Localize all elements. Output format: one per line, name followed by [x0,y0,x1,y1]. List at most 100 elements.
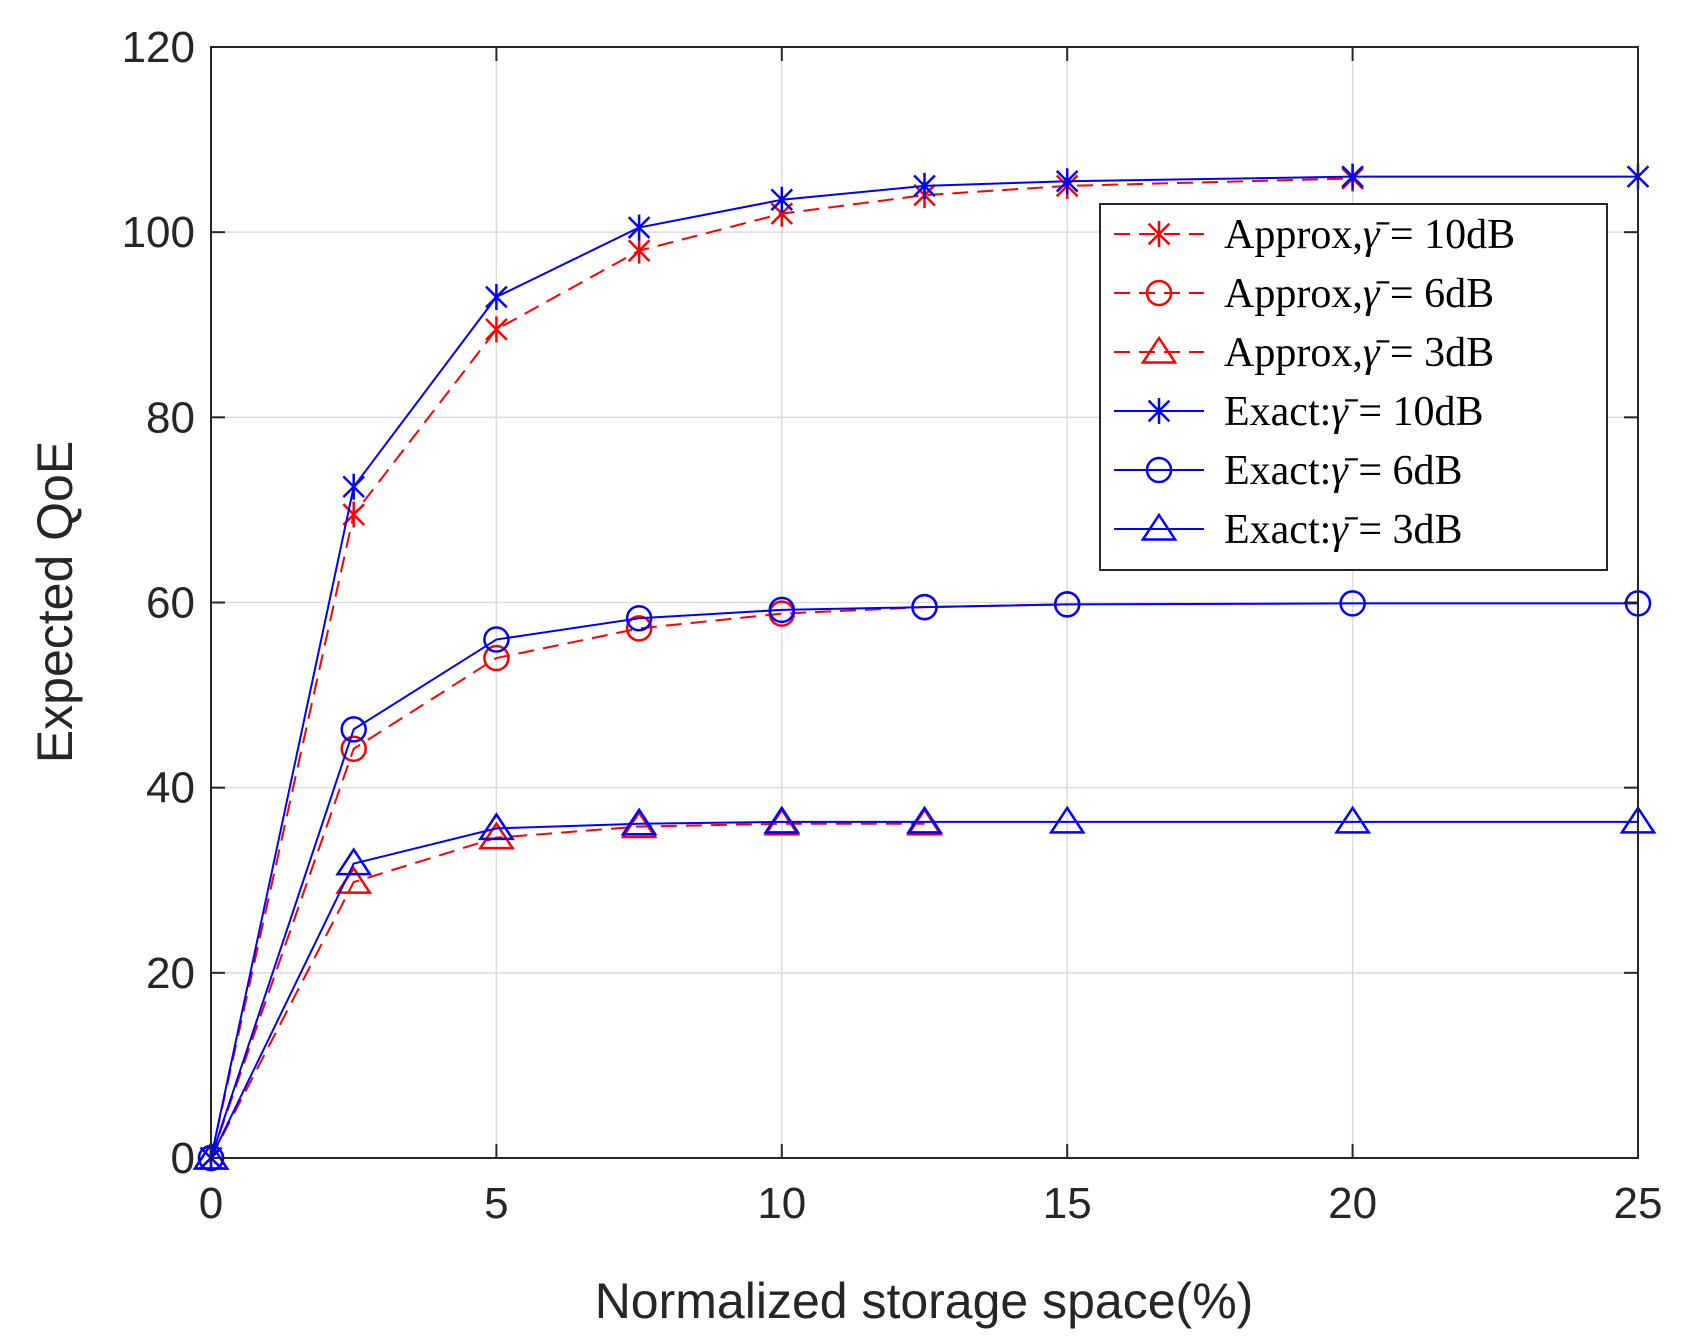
legend-label: Approx,γ̄ = 10dB [1224,212,1515,258]
x-tick-label: 0 [199,1179,223,1228]
data-point [625,604,653,632]
legend-marker [1140,512,1178,541]
legend-label: Exact:γ̄ = 6dB [1224,448,1463,494]
marker-triangle [477,812,515,841]
marker-triangle [1048,805,1086,834]
data-point [906,805,943,834]
data-point [477,821,515,850]
marker-circle [340,716,367,743]
data-point [770,186,794,213]
data-point [477,812,515,841]
data-point [625,615,653,642]
x-tick-label: 20 [1328,1179,1377,1228]
marker-stroke [627,239,651,262]
legend-label-prefix: Approx, [1224,212,1363,258]
marker-stroke [1147,222,1171,246]
marker-stroke [627,216,651,239]
legend-label-suffix: = 10dB [1348,389,1484,435]
legend-label-prefix: Approx, [1224,330,1363,376]
y-tick-label: 40 [146,764,195,813]
marker-triangle [620,807,658,836]
marker-triangle [1140,335,1178,364]
legend-label-prefix: Exact: [1224,448,1331,494]
data-point [911,593,938,621]
series-line [210,177,1353,1159]
data-point [1055,168,1079,195]
legend-label-suffix: = 3dB [1348,507,1463,553]
data-point [483,626,510,653]
marker-triangle [906,805,943,834]
y-tick-label: 60 [146,579,195,628]
data-point [627,214,651,241]
legend-marker [1145,456,1173,484]
data-point [620,807,658,836]
marker-triangle [335,847,373,876]
marker-circle [911,593,938,621]
legend-box [1099,203,1608,571]
data-point [485,283,508,310]
marker-circle [1053,591,1081,618]
legend-marker [1147,221,1171,247]
legend-label-prefix: Exact: [1224,389,1331,435]
data-point [335,847,373,876]
legend-label-prefix: Exact: [1224,507,1331,553]
marker-circle [625,615,653,642]
marker-triangle [477,821,515,850]
legend-label-suffix: = 3dB [1379,330,1494,376]
marker-circle [625,604,653,632]
marker-circle [340,735,367,763]
data-point [763,805,801,834]
marker-stroke [770,188,794,212]
y-tick-label: 20 [146,949,195,998]
legend-label-suffix: = 6dB [1379,271,1494,317]
legend-label-suffix: = 6dB [1348,448,1463,494]
data-point [1048,805,1086,834]
legend: Approx,γ̄ = 10dB Approx,γ̄ = 6dB Approx,γ̄… [1099,203,1608,571]
marker-circle [1145,456,1173,484]
legend-entry: Exact:γ̄ = 6dB [1114,448,1463,494]
legend-label: Approx,γ̄ = 6dB [1224,271,1494,317]
legend-label: Exact:γ̄ = 10dB [1224,389,1484,435]
x-tick-label: 5 [484,1179,508,1228]
legend-entry: Approx,γ̄ = 6dB [1114,271,1494,317]
x-tick-label: 25 [1614,1179,1663,1228]
marker-triangle [192,1141,230,1170]
data-point [627,237,651,264]
data-point [913,172,936,199]
data-point [1341,163,1364,190]
marker-stroke [1147,399,1171,423]
marker-stroke [342,475,365,499]
data-point [192,1141,230,1170]
marker-circle [768,596,796,624]
marker-stroke [1055,169,1079,193]
legend-entry: Approx,γ̄ = 10dB [1114,212,1515,258]
data-point [483,644,510,672]
marker-circle [483,644,510,672]
legend-marker [1145,279,1173,307]
x-axis-title: Normalized storage space(%) [595,1273,1254,1329]
data-point [1334,805,1372,834]
legend-label-prefix: Approx, [1224,271,1363,317]
marker-triangle [1334,805,1372,834]
legend-label: Exact:γ̄ = 3dB [1224,507,1463,553]
series-line [210,602,1638,1159]
x-tick-label: 15 [1043,1179,1092,1228]
legend-entry: Exact:γ̄ = 10dB [1114,389,1484,435]
y-tick-label: 0 [171,1134,195,1183]
legend-marker [1140,335,1178,364]
y-axis-title: Expected QoE [27,441,83,763]
legend-entry: Exact:γ̄ = 3dB [1114,507,1463,553]
axes-layer: 0 5 10 15 20 25 0 20 40 60 80 100 120 [122,23,1663,1228]
data-point [1339,590,1366,617]
data-point [340,735,367,763]
y-tick-label: 80 [146,393,195,442]
series-line [210,822,925,1159]
data-point [340,716,367,743]
marker-triangle [1140,512,1178,541]
legend-label-suffix: = 10dB [1379,212,1515,258]
data-point [1053,591,1081,618]
data-point [485,316,508,343]
legend-entry: Approx,γ̄ = 3dB [1114,330,1494,376]
marker-circle [483,626,510,653]
